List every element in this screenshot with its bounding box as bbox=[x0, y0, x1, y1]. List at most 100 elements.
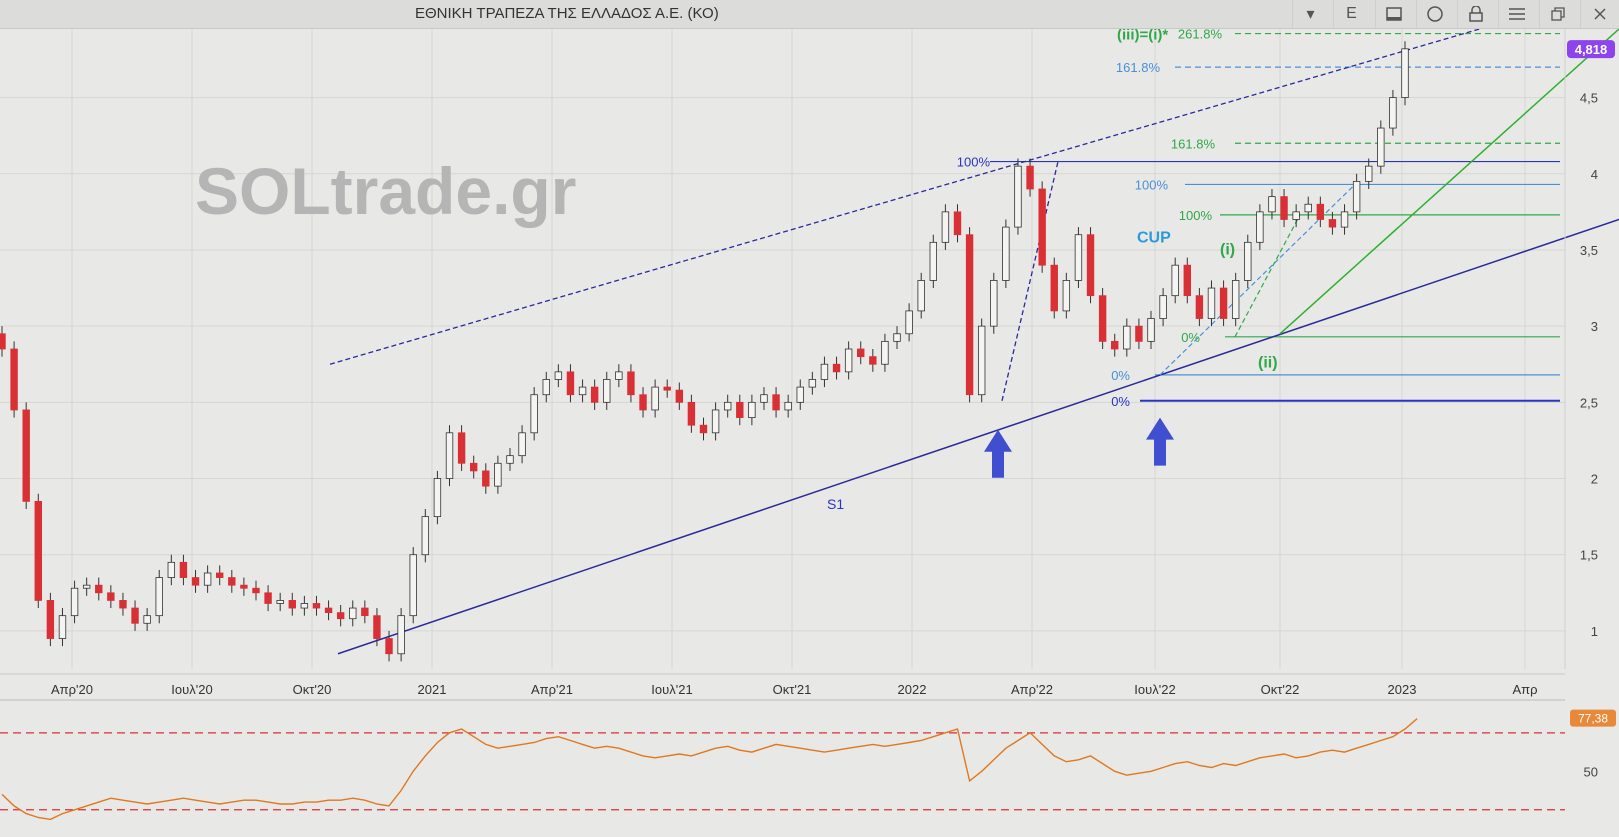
candle-body bbox=[1244, 241, 1252, 281]
x-tick-label: Ιουλ'20 bbox=[171, 682, 212, 697]
candle-body bbox=[1316, 203, 1325, 220]
candle-body bbox=[46, 600, 55, 639]
last-price-label: 4,818 bbox=[1575, 42, 1608, 57]
candle-body bbox=[445, 432, 454, 479]
candle-body bbox=[844, 348, 853, 373]
rsi-y-tick: 50 bbox=[1584, 764, 1598, 779]
candle-body bbox=[1183, 264, 1191, 297]
fib-level-label: 100% bbox=[1135, 177, 1169, 192]
fib-level-label: 0% bbox=[1181, 330, 1200, 345]
candle-body bbox=[1365, 165, 1373, 182]
watermark: SOLtrade.gr bbox=[195, 154, 576, 228]
candle-body bbox=[917, 280, 925, 312]
candle-body bbox=[179, 561, 188, 578]
candle-body bbox=[893, 333, 901, 342]
candle-body bbox=[143, 615, 151, 624]
x-tick-label: Ιουλ'22 bbox=[1134, 682, 1175, 697]
annotations: (iii)=(i)* CUP (i) (ii) S1 4,818 bbox=[827, 29, 1615, 512]
candle-body bbox=[1268, 196, 1276, 213]
candle-body bbox=[1111, 340, 1119, 350]
candle-body bbox=[772, 394, 780, 411]
support-line bbox=[337, 218, 1619, 655]
rsi-value-label: 77,38 bbox=[1578, 712, 1608, 726]
window-title: ΕΘΝΙΚΗ ΤΡΑΠΕΖΑ ΤΗΣ ΕΛΛΑΔΟΣ Α.Ε. (ΚΟ) bbox=[415, 5, 719, 22]
y-tick-label: 2,5 bbox=[1580, 395, 1598, 410]
candles bbox=[0, 41, 1409, 662]
annotation-label: S1 bbox=[827, 496, 844, 512]
candle-body bbox=[216, 572, 224, 578]
candle-body bbox=[300, 603, 309, 609]
candle-body bbox=[288, 600, 296, 609]
candle-body bbox=[1002, 226, 1010, 281]
candle-body bbox=[627, 371, 635, 396]
candle-body bbox=[1340, 211, 1349, 228]
fib-level-label: 161.8% bbox=[1116, 60, 1161, 75]
candle-body bbox=[276, 600, 284, 604]
wave-line bbox=[1234, 214, 1301, 338]
candle-body bbox=[336, 612, 345, 620]
candle-body bbox=[760, 394, 768, 403]
lock-icon[interactable] bbox=[1457, 0, 1493, 28]
fib-level-label: 161.8% bbox=[1171, 136, 1216, 151]
y-tick-label: 2 bbox=[1591, 472, 1598, 487]
chart-area[interactable]: SOLtrade.gr 100% 0% 100% 0% 161.8% 100% 0% 161.… bbox=[0, 29, 1619, 837]
green-trend-line bbox=[1279, 29, 1619, 335]
candle-body bbox=[639, 394, 647, 411]
candle-body bbox=[1280, 196, 1288, 220]
menu-icon[interactable] bbox=[1498, 0, 1534, 28]
up-arrow-icon bbox=[984, 429, 1012, 478]
x-tick-label: Απρ'20 bbox=[51, 682, 93, 697]
candle-body bbox=[857, 348, 865, 358]
candle-body bbox=[264, 592, 272, 604]
candle-body bbox=[1074, 234, 1083, 281]
x-tick-label: Απρ'22 bbox=[1011, 682, 1053, 697]
candle-body bbox=[675, 389, 684, 403]
candle-body bbox=[1256, 211, 1264, 243]
annotation-label: (iii)=(i)* bbox=[1117, 29, 1168, 44]
candle-body bbox=[748, 401, 756, 418]
candle-body bbox=[554, 371, 563, 380]
candle-body bbox=[736, 401, 744, 418]
rsi-panel: 50 77,38 bbox=[0, 699, 1616, 821]
candle-body bbox=[977, 325, 986, 396]
e-button[interactable]: E bbox=[1333, 0, 1369, 28]
candle-body bbox=[34, 500, 42, 601]
candle-body bbox=[349, 607, 357, 620]
candle-body bbox=[397, 615, 405, 655]
candle-body bbox=[421, 516, 430, 556]
candle-body bbox=[107, 592, 115, 601]
x-tick-label: 2021 bbox=[418, 682, 447, 697]
candle-body bbox=[1147, 318, 1155, 342]
y-tick-label: 3 bbox=[1591, 319, 1598, 334]
candle-body bbox=[131, 607, 139, 624]
candle-body bbox=[578, 386, 587, 396]
candle-body bbox=[796, 386, 804, 403]
x-tick-label: Οκτ'21 bbox=[773, 682, 812, 697]
panel-icon[interactable] bbox=[1375, 0, 1411, 28]
last-price-badge bbox=[1567, 40, 1615, 59]
candle-body bbox=[699, 424, 708, 434]
candle-body bbox=[1098, 295, 1107, 342]
x-axis: Απρ'20 Ιουλ'20 Οκτ'20 2021 Απρ'21 Ιουλ'21 Οκτ'… bbox=[0, 673, 1565, 697]
candle-body bbox=[119, 600, 127, 609]
restore-icon[interactable] bbox=[1539, 0, 1575, 28]
fib-level-label: 0% bbox=[1111, 368, 1130, 383]
dropdown-icon[interactable]: ▾ bbox=[1292, 0, 1328, 28]
candle-body bbox=[1050, 264, 1058, 312]
candle-body bbox=[905, 310, 913, 335]
close-icon[interactable] bbox=[1580, 0, 1619, 28]
resistance-line bbox=[329, 29, 1482, 365]
candle-body bbox=[1401, 48, 1409, 98]
annotation-label: (ii) bbox=[1258, 354, 1278, 371]
fib-level-label: 100% bbox=[1179, 208, 1213, 223]
candle-body bbox=[324, 607, 333, 614]
comment-icon[interactable] bbox=[1416, 0, 1452, 28]
y-tick-label: 3,5 bbox=[1580, 243, 1598, 258]
candle-body bbox=[965, 234, 974, 396]
candle-body bbox=[0, 333, 6, 350]
candle-body bbox=[1171, 264, 1179, 297]
x-tick-label: 2023 bbox=[1388, 682, 1417, 697]
candle-body bbox=[518, 432, 526, 457]
candle-body bbox=[651, 386, 659, 411]
fib-levels: 100% 0% 100% 0% 161.8% 100% 0% 161.8% 261.8% bbox=[957, 29, 1560, 409]
